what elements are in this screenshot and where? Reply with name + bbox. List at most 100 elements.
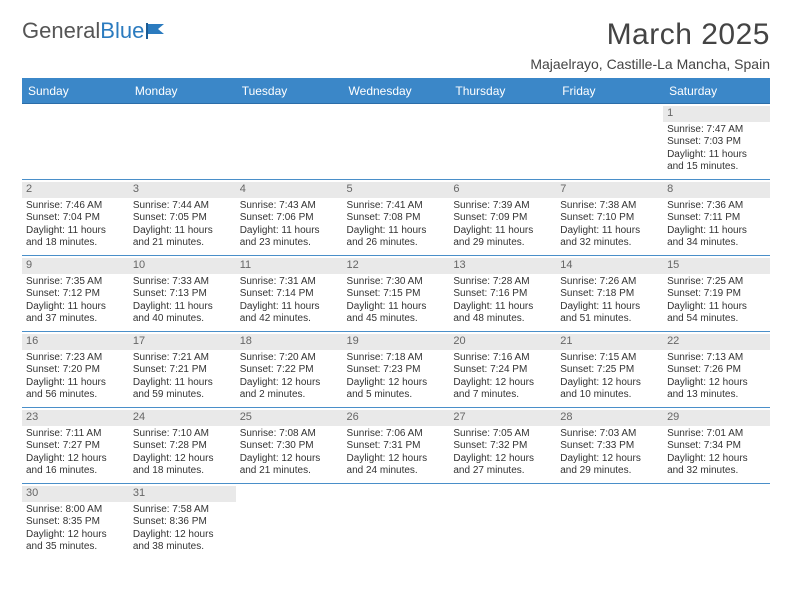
sunrise-text: Sunrise: 8:00 AM [26, 504, 125, 517]
daylight-text: Daylight: 12 hours and 27 minutes. [453, 453, 552, 478]
calendar-header-row: SundayMondayTuesdayWednesdayThursdayFrid… [22, 79, 770, 104]
day-number: 13 [449, 258, 556, 274]
sunrise-text: Sunrise: 7:38 AM [560, 200, 659, 213]
sunrise-text: Sunrise: 7:05 AM [453, 428, 552, 441]
weekday-header: Wednesday [343, 79, 450, 104]
weekday-header: Sunday [22, 79, 129, 104]
calendar-cell: 25Sunrise: 7:08 AMSunset: 7:30 PMDayligh… [236, 408, 343, 484]
day-number: 26 [343, 410, 450, 426]
daylight-text: Daylight: 12 hours and 13 minutes. [667, 377, 766, 402]
calendar-cell-empty [449, 484, 556, 560]
daylight-text: Daylight: 12 hours and 24 minutes. [347, 453, 446, 478]
daylight-text: Daylight: 11 hours and 37 minutes. [26, 301, 125, 326]
sunrise-text: Sunrise: 7:15 AM [560, 352, 659, 365]
day-number: 27 [449, 410, 556, 426]
sunrise-text: Sunrise: 7:20 AM [240, 352, 339, 365]
sunset-text: Sunset: 7:09 PM [453, 212, 552, 225]
calendar-cell: 30Sunrise: 8:00 AMSunset: 8:35 PMDayligh… [22, 484, 129, 560]
day-number: 3 [129, 182, 236, 198]
calendar-cell-empty [663, 484, 770, 560]
calendar-table: SundayMondayTuesdayWednesdayThursdayFrid… [22, 78, 770, 560]
sunset-text: Sunset: 7:32 PM [453, 440, 552, 453]
calendar-cell: 5Sunrise: 7:41 AMSunset: 7:08 PMDaylight… [343, 180, 450, 256]
calendar-cell: 7Sunrise: 7:38 AMSunset: 7:10 PMDaylight… [556, 180, 663, 256]
day-number: 17 [129, 334, 236, 350]
calendar-cell: 3Sunrise: 7:44 AMSunset: 7:05 PMDaylight… [129, 180, 236, 256]
title-block: March 2025 Majaelrayo, Castille-La Manch… [530, 18, 770, 72]
flag-icon [146, 21, 170, 41]
sunset-text: Sunset: 7:27 PM [26, 440, 125, 453]
sunset-text: Sunset: 7:34 PM [667, 440, 766, 453]
weekday-header: Saturday [663, 79, 770, 104]
day-number: 14 [556, 258, 663, 274]
calendar-cell: 27 Sunrise: 7:05 AMSunset: 7:32 PMDayligh… [449, 408, 556, 484]
calendar-cell: 16Sunrise: 7:23 AMSunset: 7:20 PMDayligh… [22, 332, 129, 408]
sunset-text: Sunset: 7:05 PM [133, 212, 232, 225]
day-number: 18 [236, 334, 343, 350]
day-number: 21 [556, 334, 663, 350]
daylight-text: Daylight: 11 hours and 26 minutes. [347, 225, 446, 250]
day-number: 25 [236, 410, 343, 426]
sunrise-text: Sunrise: 7:08 AM [240, 428, 339, 441]
calendar-cell: 24Sunrise: 7:10 AMSunset: 7:28 PMDayligh… [129, 408, 236, 484]
day-number: 1 [663, 106, 770, 122]
sunrise-text: Sunrise: 7:35 AM [26, 276, 125, 289]
sunset-text: Sunset: 7:21 PM [133, 364, 232, 377]
day-number: 19 [343, 334, 450, 350]
sunrise-text: Sunrise: 7:31 AM [240, 276, 339, 289]
day-number: 16 [22, 334, 129, 350]
calendar-cell: 17Sunrise: 7:21 AMSunset: 7:21 PMDayligh… [129, 332, 236, 408]
sunrise-text: Sunrise: 7:41 AM [347, 200, 446, 213]
calendar-body: 1Sunrise: 7:47 AMSunset: 7:03 PMDaylight… [22, 104, 770, 560]
sunset-text: Sunset: 7:30 PM [240, 440, 339, 453]
day-number: 9 [22, 258, 129, 274]
sunset-text: Sunset: 7:18 PM [560, 288, 659, 301]
sunset-text: Sunset: 7:08 PM [347, 212, 446, 225]
daylight-text: Daylight: 12 hours and 29 minutes. [560, 453, 659, 478]
calendar-cell: 2Sunrise: 7:46 AMSunset: 7:04 PMDaylight… [22, 180, 129, 256]
sunrise-text: Sunrise: 7:11 AM [26, 428, 125, 441]
calendar-cell-empty [556, 104, 663, 180]
day-number: 31 [129, 486, 236, 502]
sunset-text: Sunset: 7:13 PM [133, 288, 232, 301]
calendar-cell: 22Sunrise: 7:13 AMSunset: 7:26 PMDayligh… [663, 332, 770, 408]
calendar-cell: 1Sunrise: 7:47 AMSunset: 7:03 PMDaylight… [663, 104, 770, 180]
sunset-text: Sunset: 7:23 PM [347, 364, 446, 377]
sunset-text: Sunset: 7:24 PM [453, 364, 552, 377]
day-number: 2 [22, 182, 129, 198]
month-title: March 2025 [530, 18, 770, 52]
sunrise-text: Sunrise: 7:44 AM [133, 200, 232, 213]
sunrise-text: Sunrise: 7:46 AM [26, 200, 125, 213]
sunset-text: Sunset: 7:15 PM [347, 288, 446, 301]
calendar-cell: 12Sunrise: 7:30 AMSunset: 7:15 PMDayligh… [343, 256, 450, 332]
daylight-text: Daylight: 11 hours and 51 minutes. [560, 301, 659, 326]
calendar-cell-empty [449, 104, 556, 180]
sunset-text: Sunset: 7:25 PM [560, 364, 659, 377]
sunset-text: Sunset: 7:04 PM [26, 212, 125, 225]
sunrise-text: Sunrise: 7:36 AM [667, 200, 766, 213]
day-number: 22 [663, 334, 770, 350]
sunrise-text: Sunrise: 7:43 AM [240, 200, 339, 213]
day-number: 8 [663, 182, 770, 198]
day-number: 12 [343, 258, 450, 274]
location-text: Majaelrayo, Castille-La Mancha, Spain [530, 56, 770, 72]
daylight-text: Daylight: 11 hours and 42 minutes. [240, 301, 339, 326]
calendar-cell: 18Sunrise: 7:20 AMSunset: 7:22 PMDayligh… [236, 332, 343, 408]
calendar-cell-empty [343, 104, 450, 180]
day-number: 4 [236, 182, 343, 198]
day-number: 28 [556, 410, 663, 426]
sunrise-text: Sunrise: 7:03 AM [560, 428, 659, 441]
calendar-row: 16Sunrise: 7:23 AMSunset: 7:20 PMDayligh… [22, 332, 770, 408]
day-number: 29 [663, 410, 770, 426]
calendar-cell: 14Sunrise: 7:26 AMSunset: 7:18 PMDayligh… [556, 256, 663, 332]
sunrise-text: Sunrise: 7:10 AM [133, 428, 232, 441]
sunrise-text: Sunrise: 7:16 AM [453, 352, 552, 365]
calendar-cell-empty [236, 104, 343, 180]
calendar-cell-empty [556, 484, 663, 560]
sunset-text: Sunset: 7:28 PM [133, 440, 232, 453]
sunrise-text: Sunrise: 7:06 AM [347, 428, 446, 441]
daylight-text: Daylight: 12 hours and 16 minutes. [26, 453, 125, 478]
calendar-cell: 29Sunrise: 7:01 AMSunset: 7:34 PMDayligh… [663, 408, 770, 484]
weekday-header: Friday [556, 79, 663, 104]
calendar-row: 23Sunrise: 7:11 AMSunset: 7:27 PMDayligh… [22, 408, 770, 484]
